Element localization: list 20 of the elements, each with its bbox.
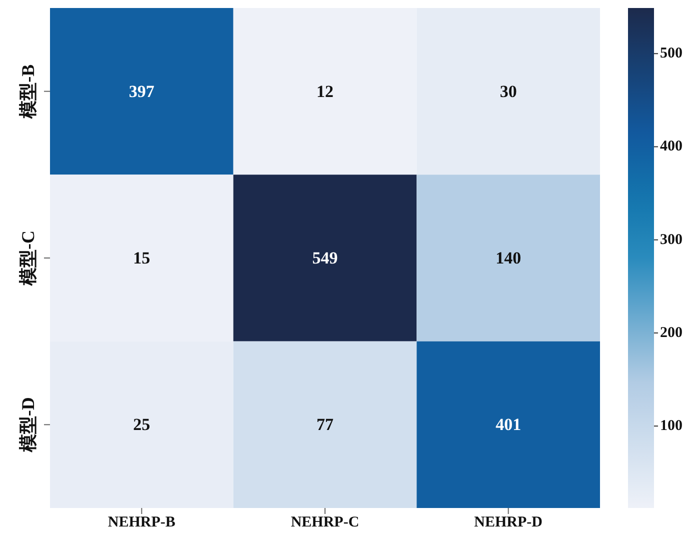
y-tick-label: 模型-D [18, 397, 38, 454]
data-label: 77 [316, 415, 334, 434]
data-label: 15 [133, 248, 150, 268]
data-label: 549 [312, 248, 338, 268]
data-label: 30 [500, 82, 517, 101]
x-tick-label: NEHRP-D [474, 514, 543, 531]
color-bar-label: 300 [660, 232, 682, 248]
y-tick-label: 模型-B [18, 64, 38, 120]
color-bar-label: 200 [660, 324, 682, 341]
color-bar-label: 100 [660, 418, 682, 434]
x-tick-label: NEHRP-C [290, 514, 360, 531]
data-label: 397 [128, 82, 155, 101]
y-tick-label: 模型-C [18, 230, 38, 286]
color-bar-label: 500 [660, 46, 682, 62]
data-label: 12 [316, 82, 334, 101]
color-bar-label: 400 [660, 138, 682, 155]
x-tick-label: NEHRP-B [108, 514, 176, 531]
data-label: 401 [496, 415, 522, 434]
data-label: 140 [496, 248, 522, 268]
data-label: 25 [133, 415, 150, 434]
